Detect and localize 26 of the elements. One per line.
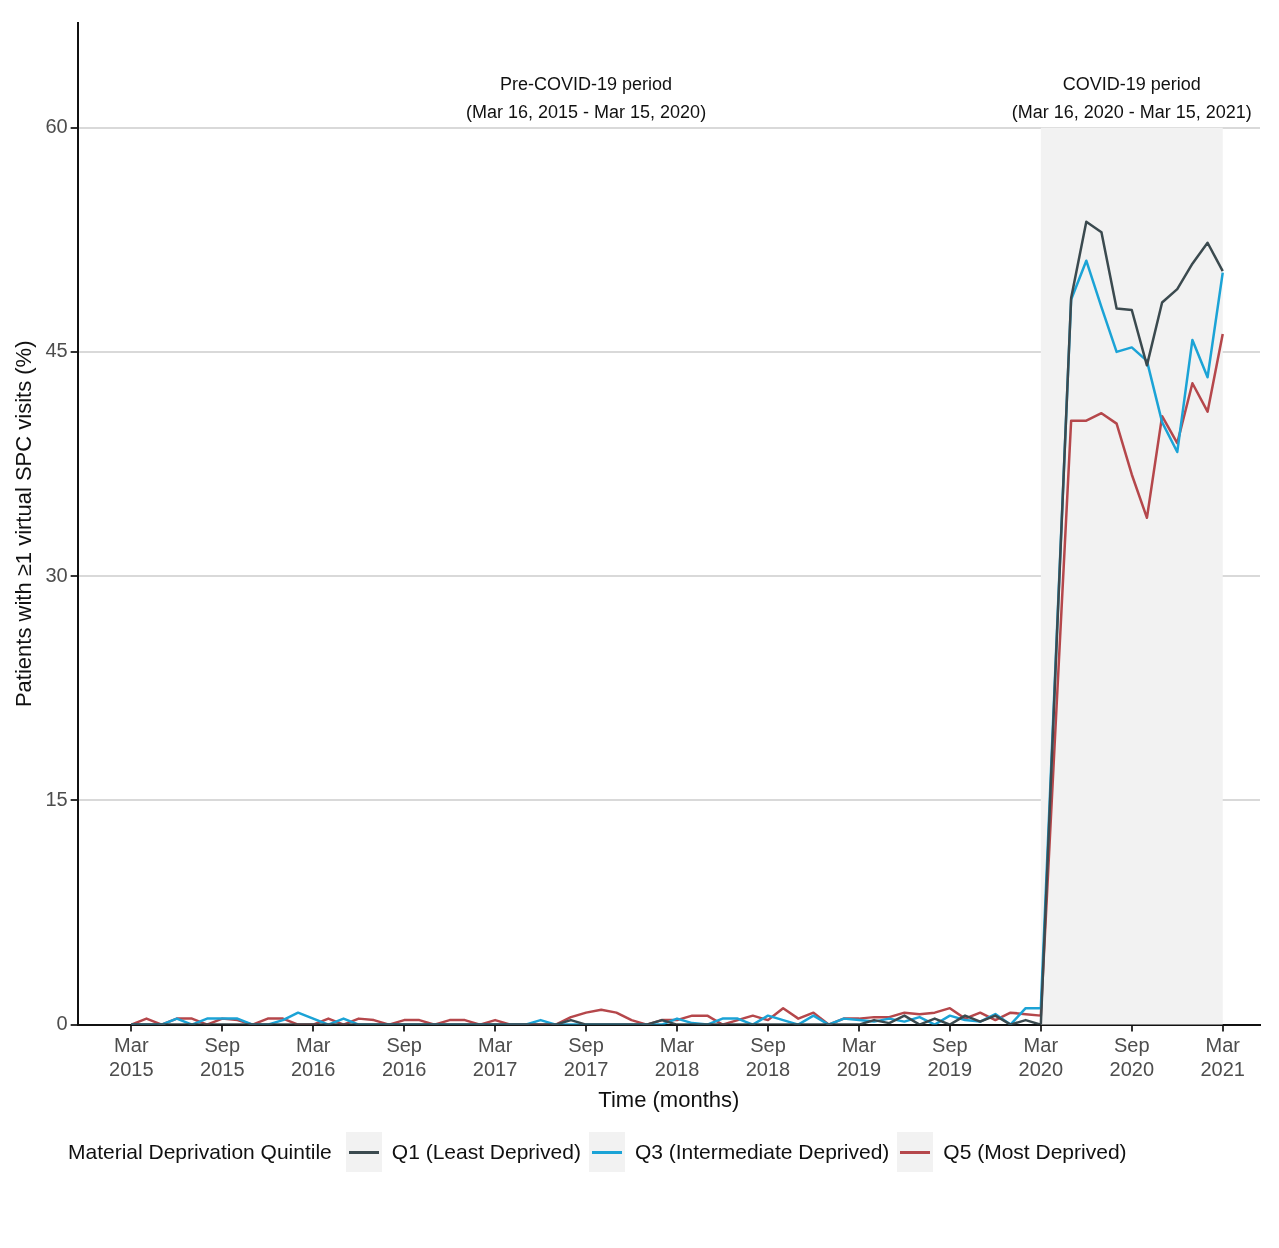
legend-label: Q3 (Intermediate Deprived): [634, 1140, 890, 1164]
y-tick-label: 60: [45, 115, 68, 138]
x-tick-label: Sep 2018: [745, 1034, 791, 1081]
x-tick-label: Sep 2020: [1109, 1034, 1155, 1081]
x-tick-label: Sep 2019: [927, 1034, 973, 1081]
x-tick-label: Sep 2015: [200, 1034, 245, 1081]
x-tick-label: Mar 2021: [1200, 1034, 1245, 1081]
x-axis-title: Time (months): [598, 1086, 740, 1112]
y-tick-label: 15: [45, 787, 68, 810]
x-tick-label: Sep 2017: [563, 1034, 609, 1081]
legend-title: Material Deprivation Quintile: [68, 1140, 332, 1164]
x-tick-label: Mar 2019: [836, 1034, 882, 1081]
y-tick-label: 0: [56, 1012, 68, 1035]
x-tick-label: Mar 2018: [654, 1034, 700, 1081]
legend-label: Q1 (Least Deprived): [391, 1140, 581, 1164]
band-label: COVID-19 period (Mar 16, 2020 - Mar 15, 2021): [1011, 73, 1252, 122]
legend-label: Q5 (Most Deprived): [943, 1140, 1127, 1164]
y-tick-label: 30: [45, 563, 68, 586]
x-tick-label: Mar 2020: [1018, 1034, 1064, 1081]
annotation: Pre-COVID-19 period (Mar 16, 2015 - Mar 15, 2020): [466, 73, 707, 122]
y-axis-title: Patients with ≥1 virtual SPC visits (%): [11, 340, 37, 708]
x-tick-label: Sep 2016: [381, 1034, 427, 1081]
x-tick-label: Mar 2016: [290, 1034, 336, 1081]
y-tick-label: 45: [45, 339, 68, 362]
x-tick-label: Mar 2017: [472, 1034, 518, 1081]
x-tick-label: Mar 2015: [109, 1034, 154, 1081]
